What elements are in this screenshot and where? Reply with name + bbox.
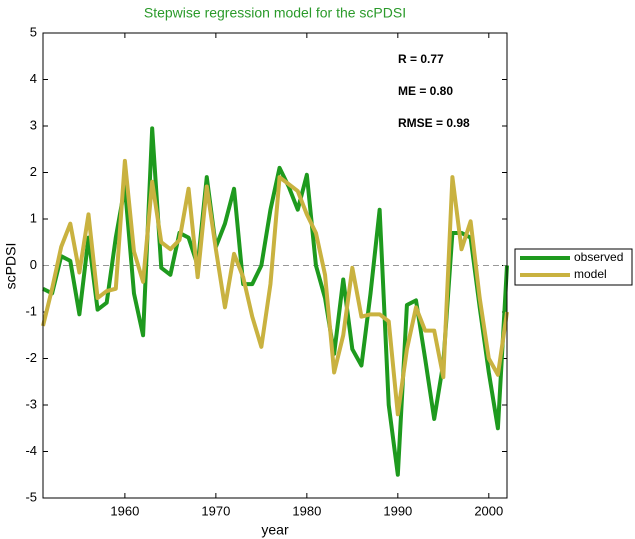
- y-tick-label: -3: [25, 396, 37, 411]
- y-tick-label: 0: [30, 257, 37, 272]
- y-tick-label: 5: [30, 24, 37, 39]
- y-axis-label: scPDSI: [3, 243, 19, 290]
- annotation: R = 0.77: [398, 52, 444, 66]
- annotation: ME = 0.80: [398, 84, 453, 98]
- legend-label: model: [574, 267, 607, 281]
- x-tick-label: 1990: [383, 503, 412, 518]
- y-tick-label: 2: [30, 164, 37, 179]
- x-tick-label: 1970: [201, 503, 230, 518]
- y-tick-label: -2: [25, 350, 37, 365]
- chart-title: Stepwise regression model for the scPDSI: [144, 5, 406, 21]
- x-axis-label: year: [261, 522, 289, 538]
- y-tick-label: -5: [25, 489, 37, 504]
- legend-box: [514, 248, 633, 286]
- x-tick-label: 1980: [292, 503, 321, 518]
- y-tick-label: -1: [25, 303, 37, 318]
- y-tick-label: 1: [30, 210, 37, 225]
- annotation: RMSE = 0.98: [398, 116, 470, 130]
- x-tick-label: 2000: [474, 503, 503, 518]
- y-tick-label: 3: [30, 117, 37, 132]
- y-tick-label: -4: [25, 443, 37, 458]
- legend-label: observed: [574, 250, 623, 264]
- data-line: [41, 158, 509, 417]
- plot-frame: [42, 32, 508, 499]
- y-tick-label: 4: [30, 71, 37, 86]
- x-tick-label: 1960: [110, 503, 139, 518]
